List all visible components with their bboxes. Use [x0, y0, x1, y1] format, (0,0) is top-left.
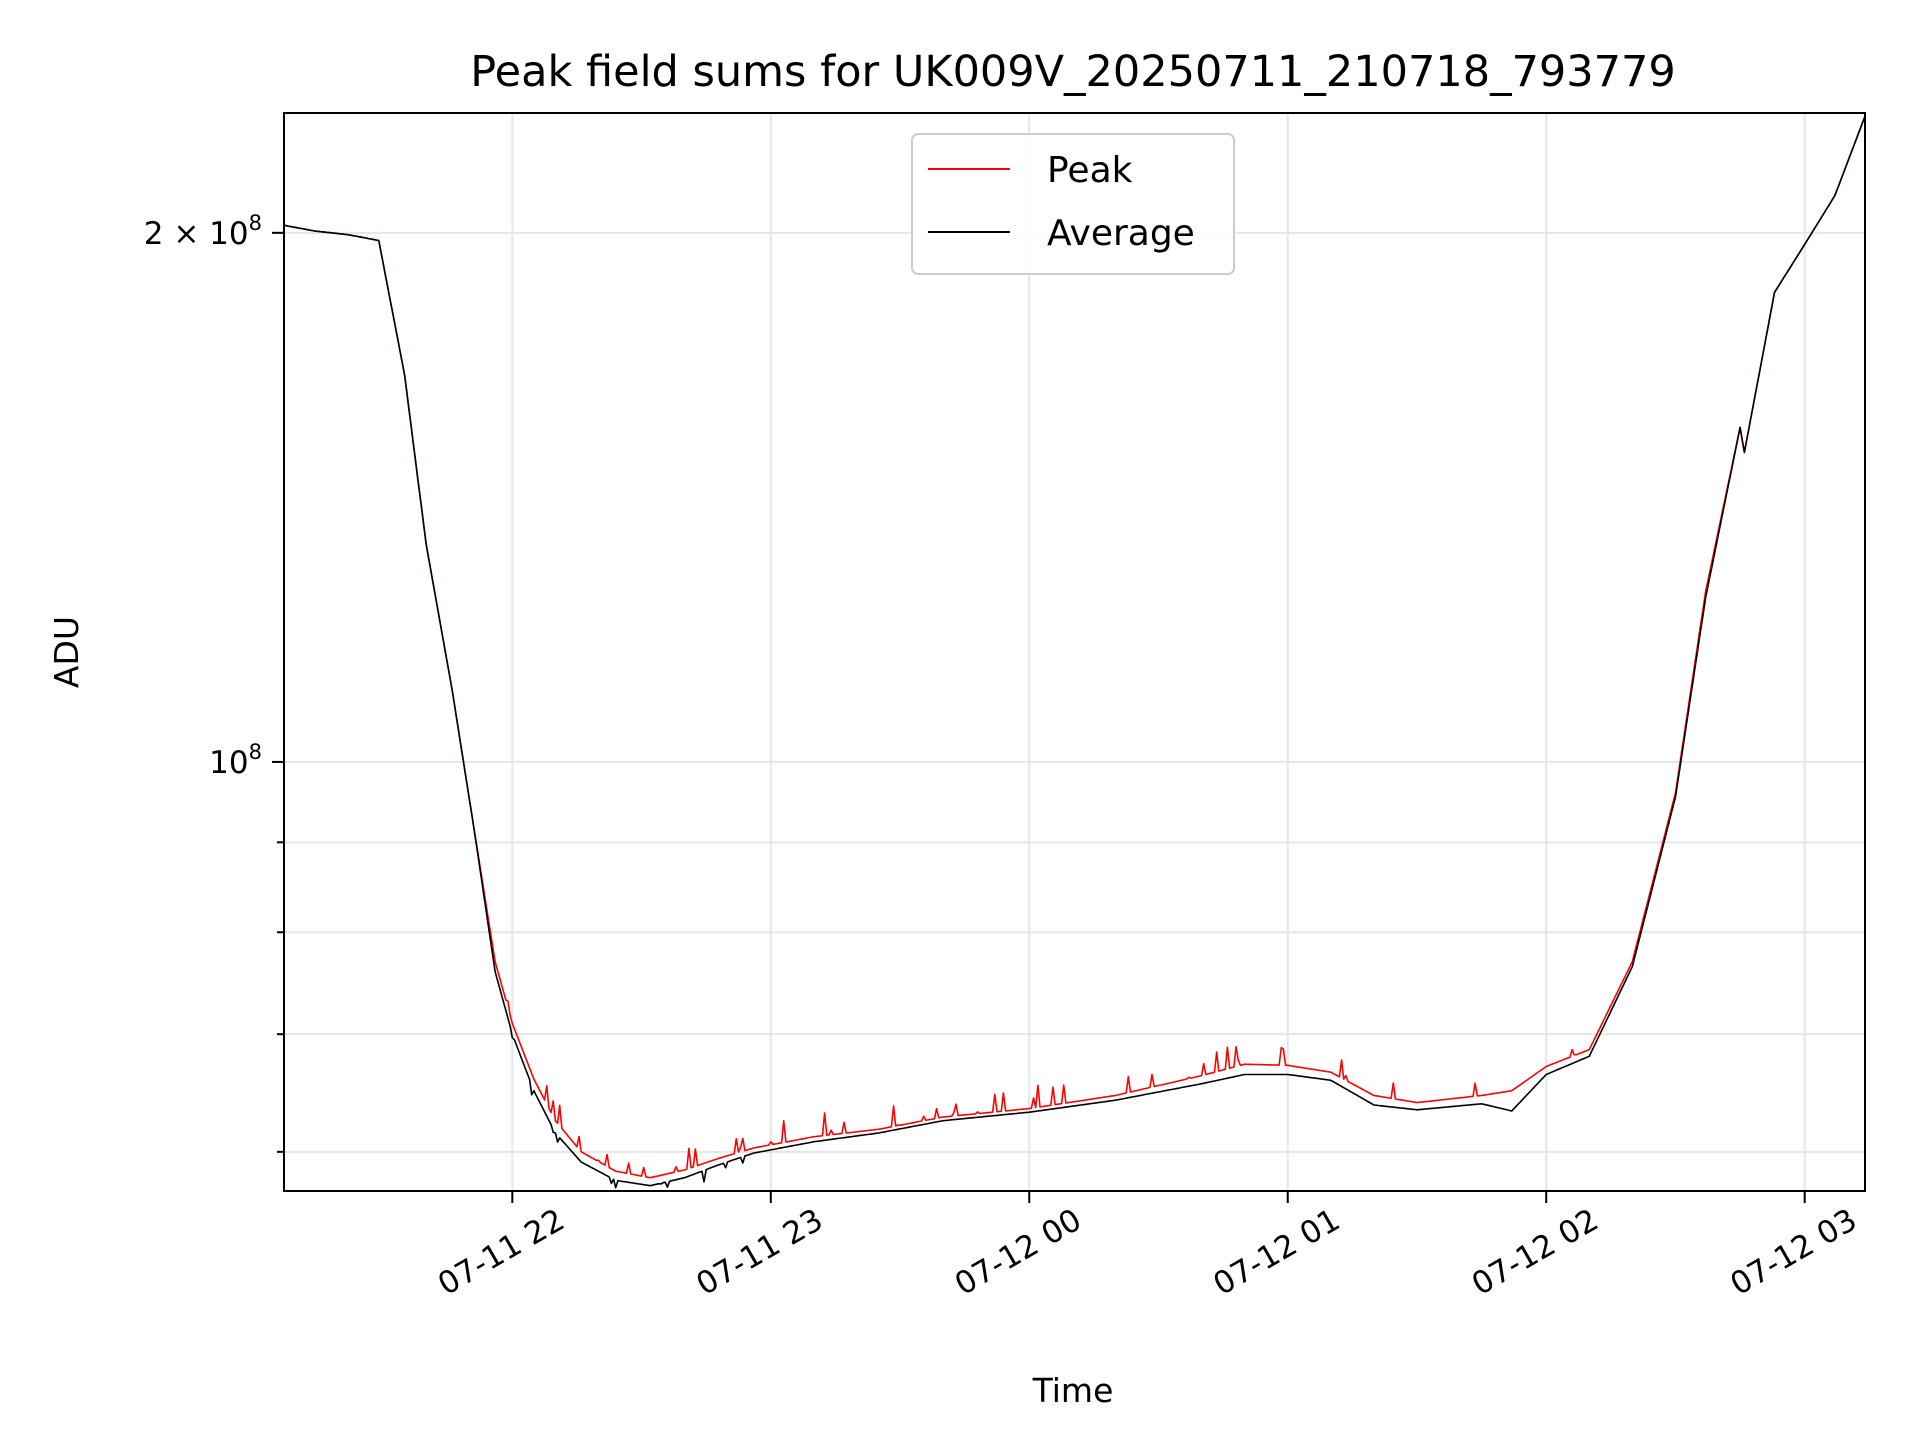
legend: Peak Average — [911, 133, 1235, 275]
legend-label-peak: Peak — [1047, 150, 1133, 191]
y-axis: 108 2 × 108 — [144, 211, 284, 1153]
grid-lines — [284, 113, 1865, 1191]
series-layer — [283, 116, 1866, 1189]
series-line-average — [283, 116, 1866, 1189]
y-tick-label: 108 — [209, 740, 262, 781]
y-axis-label: ADU — [47, 616, 86, 688]
series-line-peak — [283, 116, 1866, 1179]
chart-title: Peak field sums for UK009V_20250711_2107… — [470, 47, 1675, 97]
legend-label-average: Average — [1047, 213, 1195, 254]
y-tick-label: 2 × 108 — [144, 211, 262, 252]
plot-frame — [283, 112, 1866, 1192]
x-axis-label: Time — [1032, 1371, 1114, 1410]
